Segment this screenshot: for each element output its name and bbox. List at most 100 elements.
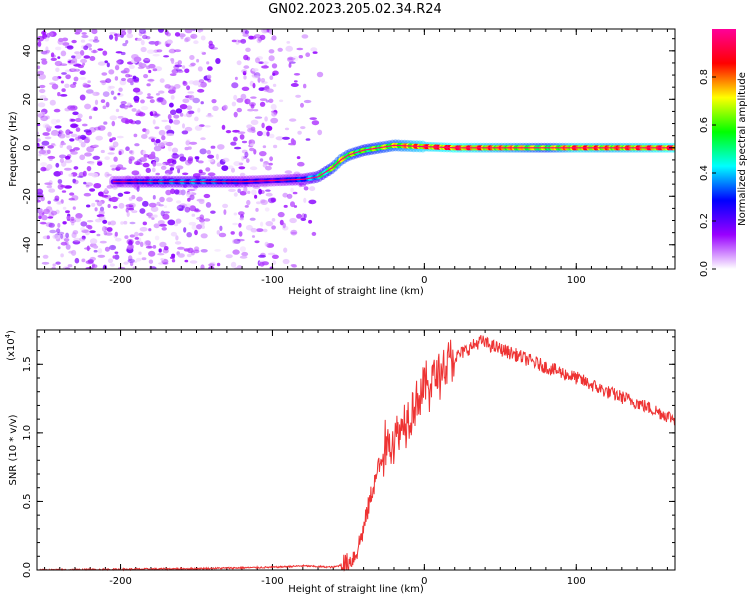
spectrogram-noise-blob (261, 29, 268, 34)
spectrogram-noise-blob (217, 144, 225, 150)
spectrogram-noise-blob (275, 136, 284, 141)
spectrogram-noise-blob (247, 98, 251, 104)
spectrogram-noise-blob (173, 114, 180, 119)
spectrogram-noise-blob (152, 245, 157, 249)
spectrogram-noise-blob (74, 216, 82, 223)
spectrogram-noise-blob (152, 119, 156, 125)
spectrogram-noise-blob (68, 68, 77, 72)
spectrogram-noise-blob (120, 30, 127, 36)
spectrogram-noise-blob (198, 79, 205, 83)
spectrogram-noise-blob (241, 251, 249, 257)
spectrogram-noise-blob (241, 69, 248, 74)
spectrogram-noise-blob (86, 146, 95, 153)
spectrogram-noise-blob (131, 210, 137, 214)
spectrogram-noise-blob (218, 232, 227, 238)
spectrogram-noise-blob (39, 95, 47, 99)
spectrogram-noise-blob (154, 126, 160, 130)
spectrogram-noise-blob (84, 103, 92, 110)
spectrogram-noise-blob (193, 249, 200, 254)
spectrogram-noise-blob (114, 251, 119, 254)
spectrogram-noise-blob (282, 136, 290, 140)
spectrogram-noise-blob (240, 38, 247, 44)
spectrogram-noise-blob (225, 130, 232, 134)
spectrogram-noise-blob (129, 234, 135, 238)
spectrogram-noise-blob (263, 87, 270, 93)
y-tick-label: 0 (22, 145, 33, 151)
spectrogram-noise-blob (179, 156, 187, 162)
spectrogram-noise-blob (262, 131, 268, 137)
spectrogram-noise-blob (79, 154, 86, 161)
spectrogram-noise-blob (223, 209, 227, 215)
spectrogram-noise-blob (296, 47, 304, 51)
spectrogram-noise-blob (53, 198, 59, 202)
spectrogram-noise-blob (59, 130, 64, 134)
spectrogram-noise-blob (129, 221, 136, 225)
spectrogram-noise-blob (168, 119, 173, 124)
spectrogram-noise-blob (77, 135, 81, 140)
spectrogram-noise-blob (50, 54, 56, 58)
spectrogram-noise-blob (86, 245, 90, 252)
spectrogram-noise-blob (167, 145, 172, 152)
spectrogram-noise-blob (196, 224, 203, 230)
spectrogram-noise-blob (60, 50, 67, 57)
spectrogram-noise-blob (92, 39, 100, 43)
spectrogram-noise-blob (165, 173, 170, 180)
spectrogram-noise-blob (203, 193, 211, 199)
spectrogram-noise-blob (175, 218, 182, 224)
spectrogram-noise-blob (152, 195, 156, 200)
spectrogram-noise-blob (55, 46, 62, 51)
spectrogram-noise-blob (107, 131, 112, 137)
spectrogram-noise-blob (146, 83, 151, 87)
spectrogram-noise-blob (301, 34, 309, 39)
spectrogram-noise-blob (136, 196, 143, 202)
spectrogram-noise-blob (37, 138, 41, 142)
spectrogram-noise-blob (85, 260, 94, 265)
spectrogram-noise-blob (143, 240, 150, 247)
spectrogram-noise-blob (143, 57, 151, 64)
spectrogram-noise-blob (239, 246, 246, 253)
spectrogram-noise-blob (225, 254, 233, 259)
spectrogram-noise-blob (59, 170, 63, 176)
spectrogram-noise-blob (57, 92, 61, 97)
spectrogram-noise-blob (252, 186, 261, 189)
spectrogram-noise-blob (271, 111, 277, 117)
spectrogram-noise-blob (237, 238, 245, 242)
spectrogram-noise-blob (292, 191, 298, 195)
spectrogram-noise-blob (65, 74, 71, 80)
spectrogram-noise-blob (41, 149, 50, 156)
spectrogram-noise-blob (101, 72, 108, 76)
spectrogram-noise-blob (116, 62, 120, 67)
spectrogram-noise-blob (267, 252, 276, 256)
spectrogram-noise-blob (123, 67, 130, 74)
spectrogram-noise-blob (145, 245, 153, 249)
spectrogram-noise-blob (60, 142, 67, 146)
spectrogram-noise-blob (160, 99, 167, 106)
spectrogram-noise-blob (79, 94, 86, 101)
spectrogram-noise-blob (56, 201, 62, 205)
spectrogram-noise-blob (161, 227, 167, 231)
spectrogram-noise-blob (136, 37, 142, 42)
spectrogram-noise-blob (150, 111, 154, 117)
spectrogram-noise-blob (128, 255, 133, 261)
spectrogram-noise-blob (69, 83, 77, 88)
spectrogram-noise-blob (156, 97, 164, 103)
spectrogram-noise-blob (234, 76, 238, 81)
spectrogram-noise-blob (147, 79, 155, 82)
spectrogram-noise-blob (126, 33, 134, 39)
spectrogram-noise-blob (155, 138, 161, 144)
spectrogram-noise-blob (163, 211, 170, 214)
spectrogram-noise-blob (79, 76, 87, 80)
spectrogram-noise-blob (173, 49, 182, 53)
spectrogram-noise-blob (70, 151, 78, 155)
spectrogram-noise-blob (93, 106, 99, 111)
spectrogram-noise-blob (54, 195, 60, 201)
spectrogram-noise-blob (148, 69, 152, 74)
spectrogram-noise-blob (91, 202, 96, 207)
spectrogram-noise-blob (77, 175, 84, 178)
spectrogram-noise-blob (159, 241, 167, 248)
spectrogram-noise-blob (289, 118, 297, 122)
spectrogram-noise-blob (114, 76, 119, 81)
spectrogram-noise-blob (80, 141, 86, 148)
spectrogram-noise-blob (66, 215, 71, 220)
spectrogram-noise-blob (51, 143, 56, 146)
